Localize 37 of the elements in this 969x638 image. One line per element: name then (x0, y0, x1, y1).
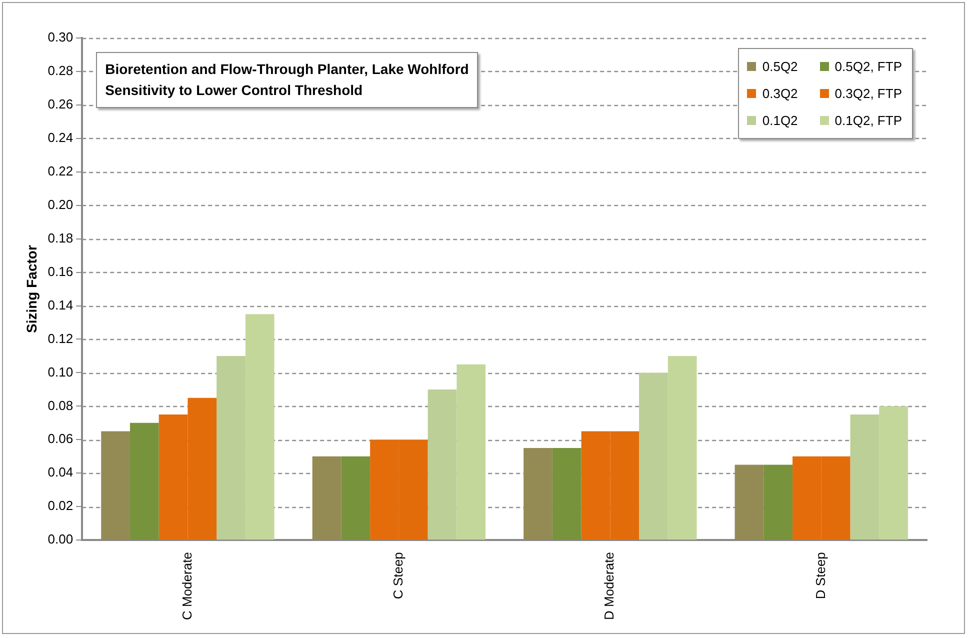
legend-label: 0.5Q2, FTP (834, 59, 902, 74)
bar (101, 431, 130, 540)
text: Bioretention and Flow-Through Planter, Lake Wohlford (105, 60, 469, 79)
y-tick-label: 0.02 (48, 498, 74, 514)
y-tick-label: 0.14 (48, 297, 74, 312)
legend-label: 0.1Q2, FTP (834, 113, 902, 128)
x-tick-label: C Moderate (179, 552, 194, 620)
y-tick-label: 0.12 (48, 330, 74, 346)
y-tick-label: 0.22 (48, 163, 74, 178)
bar (341, 456, 370, 540)
y-tick-label: 0.08 (48, 398, 74, 413)
x-tick-label: D Moderate (602, 552, 617, 620)
legend-label: 0.5Q2 (762, 59, 798, 74)
legend-label: 0.1Q2 (762, 113, 798, 128)
bar (130, 422, 159, 540)
legend-label: 0.3Q2 (762, 86, 798, 101)
text: Sensitivity to Lower Control Threshold (105, 81, 364, 100)
x-tick-label: C Steep (390, 552, 406, 600)
y-tick-label: 0.16 (48, 264, 74, 279)
y-tick-label: 0.10 (48, 364, 74, 380)
y-tick-label: 0.26 (48, 96, 74, 112)
y-tick-label: 0.04 (48, 464, 74, 480)
bar (764, 464, 793, 540)
x-tick-label: D Steep (812, 552, 828, 600)
bar (552, 448, 582, 540)
bar (312, 456, 342, 540)
bar (734, 464, 764, 540)
bar (524, 448, 552, 540)
y-tick-label: 0.06 (48, 431, 74, 446)
y-tick-label: 0.28 (48, 63, 74, 78)
y-tick-label: 0.18 (48, 230, 74, 246)
legend-label: 0.3Q2, FTP (834, 86, 902, 101)
y-tick-label: 0.00 (48, 532, 74, 547)
y-tick-label: 0.24 (48, 130, 74, 145)
y-tick-label: 0.20 (48, 196, 74, 212)
y-axis-title: Sizing Factor (23, 244, 40, 333)
y-tick-label: 0.30 (48, 30, 74, 45)
